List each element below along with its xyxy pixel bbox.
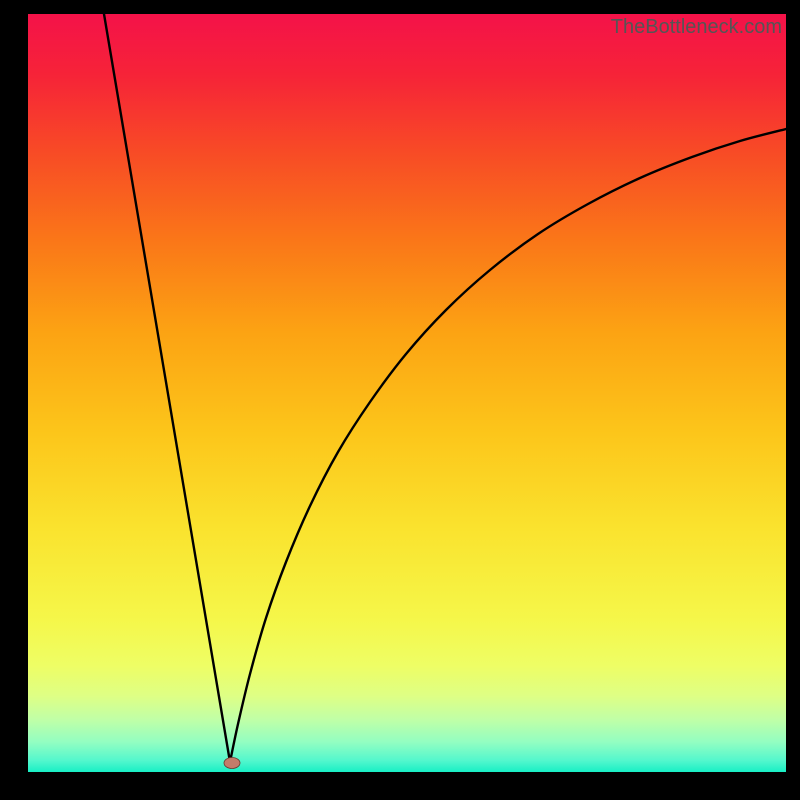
plot-area [28,14,786,772]
gradient-background [28,14,786,772]
chart-frame: TheBottleneck.com [0,0,800,800]
watermark-text: TheBottleneck.com [611,16,782,39]
minimum-marker [224,758,240,769]
plot-svg [28,14,786,772]
